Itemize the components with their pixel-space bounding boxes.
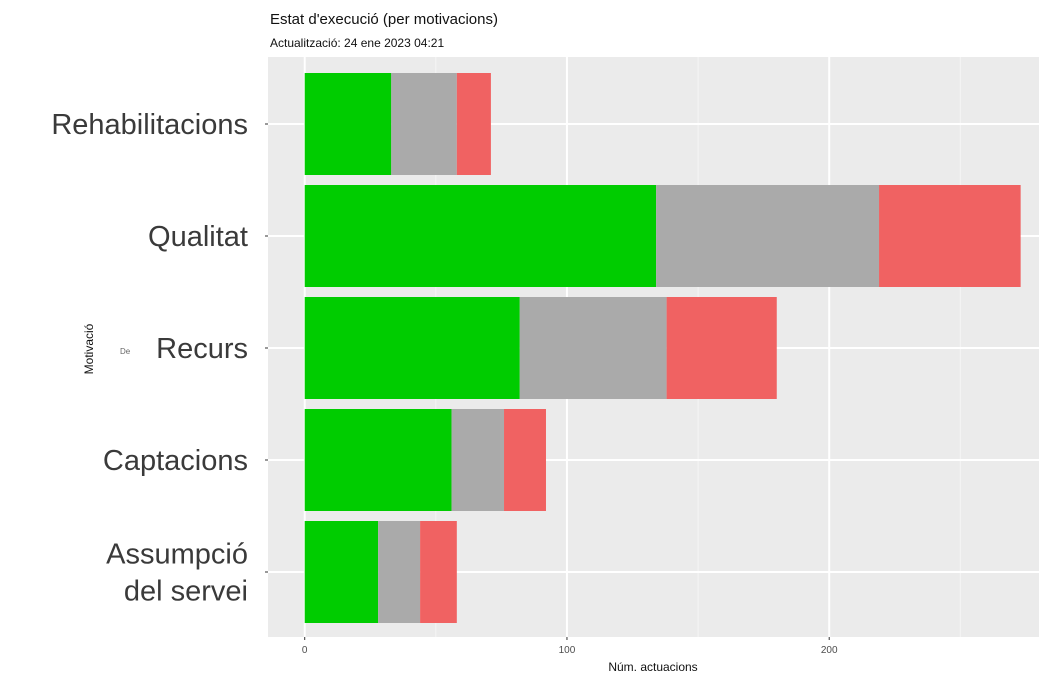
bar-segment — [456, 73, 491, 175]
chart-title: Estat d'execució (per motivacions) — [270, 11, 498, 28]
bar-segment — [304, 185, 657, 287]
category-labels: Rehabilitacions Qualitat Recurs Captacions A… — [51, 109, 268, 608]
category-label: Rehabilitacions — [51, 109, 248, 141]
stray-text: De — [120, 347, 131, 356]
bar-segment — [420, 521, 457, 623]
category-label: Qualitat — [148, 221, 248, 253]
bar-segment — [304, 409, 452, 511]
bar-segment — [879, 185, 1021, 287]
bar-segment — [304, 297, 520, 399]
x-tick-labels: 0 100 200 — [302, 637, 838, 656]
category-label: Captacions — [103, 445, 248, 477]
y-axis-title: Motivació — [82, 323, 96, 374]
x-axis-title: Núm. actuacions — [608, 660, 697, 674]
bar-segment — [378, 521, 421, 623]
category-label: Recurs — [156, 333, 248, 365]
bar-segment — [451, 409, 505, 511]
bar-segment — [666, 297, 777, 399]
chart-subtitle: Actualització: 24 ene 2023 04:21 — [270, 36, 445, 50]
x-tick-label: 100 — [559, 645, 576, 656]
bar-segment — [656, 185, 880, 287]
bar-segment — [504, 409, 546, 511]
bar-segment — [391, 73, 457, 175]
bar-segment — [519, 297, 667, 399]
bar-segment — [304, 73, 392, 175]
category-label: Assumpció del servei — [106, 539, 248, 608]
x-tick-label: 200 — [821, 645, 838, 656]
bar-segment — [304, 521, 379, 623]
x-tick-label: 0 — [302, 645, 308, 656]
bars — [304, 73, 1021, 623]
